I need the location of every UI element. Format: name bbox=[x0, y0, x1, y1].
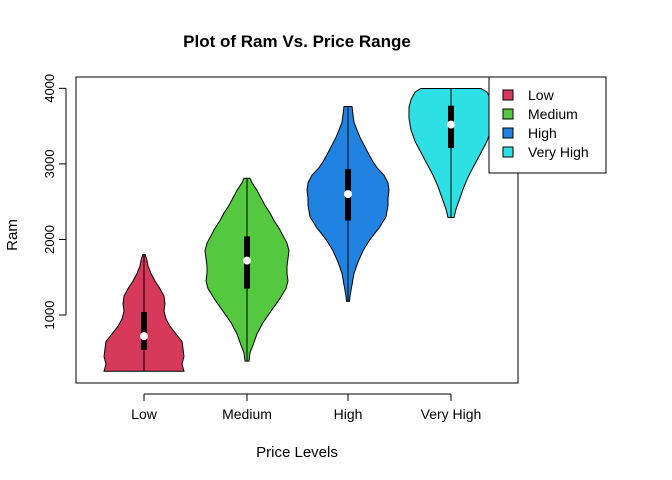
y-tick-label: 1000 bbox=[42, 301, 57, 330]
y-axis-label: Ram bbox=[4, 219, 21, 251]
legend-label-high: High bbox=[528, 125, 557, 141]
legend: Low Medium High Very High bbox=[488, 76, 607, 174]
iqr-box-low bbox=[141, 311, 147, 350]
y-tick-label: 3000 bbox=[42, 149, 57, 178]
x-tick-label-high: High bbox=[334, 406, 363, 422]
x-tick-label-medium: Medium bbox=[222, 406, 272, 422]
median-point-very-high bbox=[447, 120, 455, 129]
legend-swatch-medium bbox=[502, 108, 514, 120]
legend-swatch-very-high bbox=[502, 146, 514, 158]
y-tick-label: 4000 bbox=[42, 74, 57, 103]
violins-group bbox=[103, 87, 494, 372]
x-tick-label-very-high: Very High bbox=[421, 406, 482, 422]
x-tick-label-low: Low bbox=[131, 406, 158, 422]
x-axis: Low Medium High Very High bbox=[131, 393, 482, 422]
median-point-medium bbox=[243, 256, 251, 265]
median-point-low bbox=[140, 332, 148, 341]
y-axis: 1000 2000 3000 4000 bbox=[42, 74, 67, 330]
legend-label-low: Low bbox=[528, 87, 555, 103]
y-tick-label: 2000 bbox=[42, 225, 57, 254]
x-axis-label: Price Levels bbox=[256, 444, 338, 461]
legend-swatch-low bbox=[502, 89, 514, 101]
plot-frame bbox=[75, 76, 519, 384]
legend-label-medium: Medium bbox=[528, 106, 578, 122]
chart-title: Plot of Ram Vs. Price Range bbox=[183, 32, 411, 51]
legend-label-very-high: Very High bbox=[528, 144, 589, 160]
median-point-high bbox=[344, 190, 352, 199]
legend-swatch-high bbox=[502, 127, 514, 139]
